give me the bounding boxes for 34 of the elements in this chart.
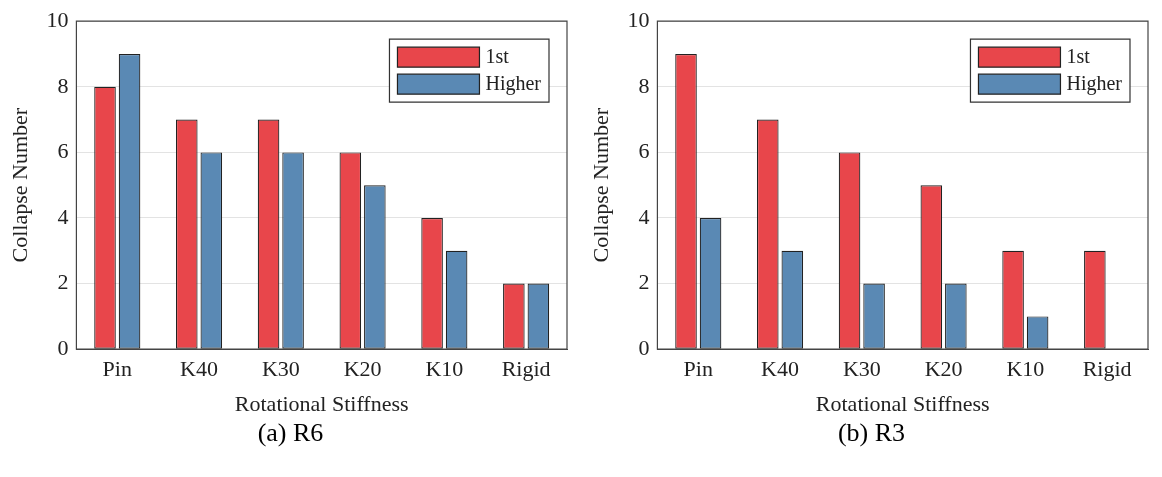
y-axis-title: Collapse Number bbox=[587, 107, 613, 263]
x-tick-label: K10 bbox=[425, 356, 464, 382]
y-tick-label: 0 bbox=[57, 334, 69, 360]
y-tick-label: 2 bbox=[57, 269, 69, 295]
text: (a) R6 bbox=[256, 418, 325, 448]
x-tick-label: K10 bbox=[1006, 356, 1045, 382]
y-tick-label: 8 bbox=[638, 72, 650, 98]
y-tick-label: 6 bbox=[57, 138, 69, 164]
y-tick-label: 8 bbox=[57, 72, 69, 98]
y-tick-label: 10 bbox=[46, 6, 69, 32]
legend-label: 1st bbox=[485, 45, 510, 68]
y-tick-label: 0 bbox=[638, 334, 650, 360]
x-tick-label: K40 bbox=[180, 356, 218, 382]
text: (b) R3 bbox=[836, 418, 907, 448]
x-tick-label: Pin bbox=[102, 356, 132, 382]
y-tick-label: 2 bbox=[638, 269, 650, 295]
y-tick-label: 4 bbox=[57, 203, 69, 229]
legend-label: Higher bbox=[1066, 72, 1123, 96]
y-axis-title: Collapse Number bbox=[6, 107, 32, 263]
y-tick-label: 10 bbox=[627, 6, 650, 32]
legend-label: Higher bbox=[485, 72, 542, 96]
x-tick-label: Rigid bbox=[501, 356, 551, 382]
x-tick-label: K30 bbox=[261, 356, 300, 382]
y-tick-label: 6 bbox=[638, 138, 650, 164]
x-axis-title: Rotational Stiffness bbox=[815, 390, 990, 416]
x-tick-label: K20 bbox=[924, 356, 963, 382]
x-tick-label: K30 bbox=[842, 356, 881, 382]
x-tick-label: Pin bbox=[683, 356, 713, 382]
legend-label: 1st bbox=[1066, 45, 1091, 68]
y-tick-label: 4 bbox=[638, 203, 650, 229]
x-tick-label: Rigid bbox=[1082, 356, 1132, 382]
x-tick-label: K20 bbox=[343, 356, 382, 382]
x-axis-title: Rotational Stiffness bbox=[234, 390, 409, 416]
x-tick-label: K40 bbox=[761, 356, 799, 382]
